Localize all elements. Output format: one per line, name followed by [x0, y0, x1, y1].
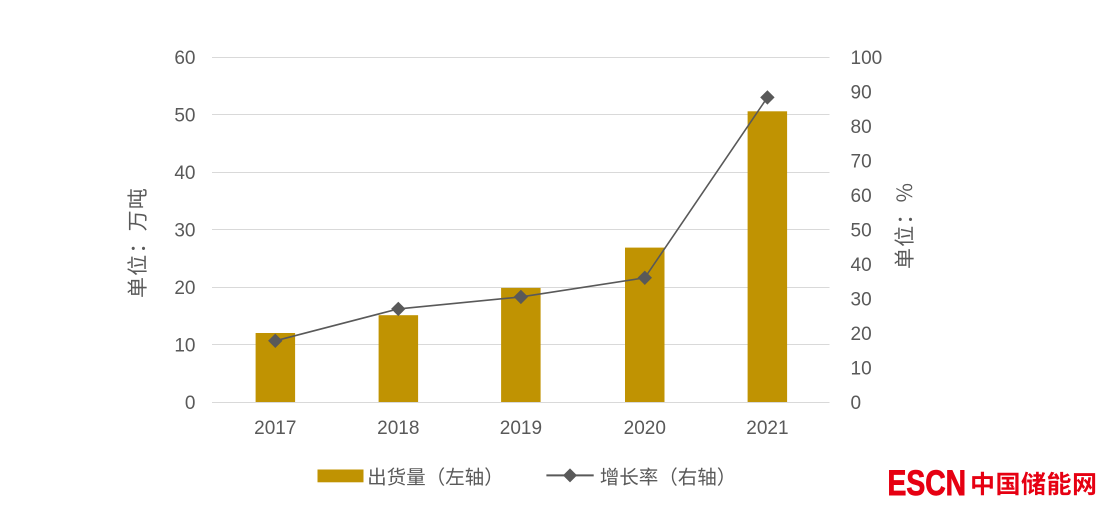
- svg-text:2017: 2017: [254, 418, 296, 439]
- svg-text:20: 20: [851, 324, 872, 345]
- svg-text:40: 40: [851, 255, 872, 276]
- svg-text:50: 50: [851, 220, 872, 241]
- svg-text:80: 80: [851, 117, 872, 138]
- svg-text:30: 30: [174, 220, 195, 241]
- svg-text:0: 0: [851, 393, 862, 414]
- svg-text:70: 70: [851, 151, 872, 172]
- svg-text:60: 60: [174, 48, 195, 69]
- svg-text:2021: 2021: [746, 418, 788, 439]
- svg-text:90: 90: [851, 82, 872, 103]
- svg-text:0: 0: [185, 393, 196, 414]
- svg-text:30: 30: [851, 289, 872, 310]
- svg-text:2018: 2018: [377, 418, 419, 439]
- svg-text:100: 100: [851, 48, 883, 69]
- svg-text:40: 40: [174, 163, 195, 184]
- svg-text:10: 10: [851, 358, 872, 379]
- svg-text:10: 10: [174, 335, 195, 356]
- svg-text:60: 60: [851, 186, 872, 207]
- svg-text:50: 50: [174, 105, 195, 126]
- svg-text:ESCN: ESCN: [888, 464, 967, 503]
- svg-text:2019: 2019: [500, 418, 542, 439]
- svg-text:2020: 2020: [624, 418, 666, 439]
- svg-text:20: 20: [174, 278, 195, 299]
